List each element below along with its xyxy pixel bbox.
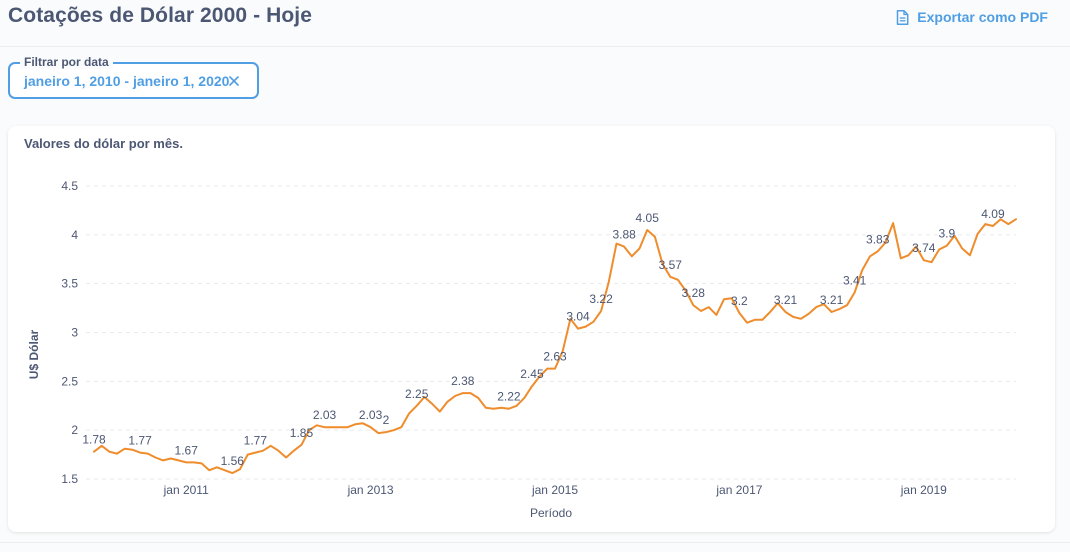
data-label: 3.74 xyxy=(912,241,936,255)
data-label: 3.22 xyxy=(589,292,613,306)
x-tick-label: jan 2019 xyxy=(900,483,947,497)
data-label: 2.38 xyxy=(451,374,475,388)
y-tick-label: 3.5 xyxy=(61,277,78,291)
y-tick-label: 2.5 xyxy=(61,374,78,388)
footer-divider xyxy=(0,542,1070,543)
x-axis-ticks: jan 2011 jan 2013 jan 2015 jan 2017 jan 2019 xyxy=(163,483,948,497)
data-label: 2.63 xyxy=(543,350,567,364)
chart-card: Valores do dólar por mês. 1.5 2 2.5 3 3.5 4 4.… xyxy=(8,126,1055,532)
x-tick-label: jan 2011 xyxy=(163,483,209,497)
y-axis-label: U$ Dólar xyxy=(27,330,41,380)
x-axis-label: Período xyxy=(530,506,572,520)
data-labels: 1.78 1.771.671.561.771.852.03 2.03 22.252.3… xyxy=(82,207,1005,468)
data-label: 1.56 xyxy=(221,454,245,468)
data-label: 2.25 xyxy=(405,387,429,401)
data-label: 1.77 xyxy=(128,434,152,448)
x-tick-label: jan 2013 xyxy=(347,483,394,497)
page-header: Cotações de Dólar 2000 - Hoje Exportar c… xyxy=(0,0,1070,47)
data-label: 3.57 xyxy=(659,258,683,272)
date-filter[interactable]: Filtrar por data janeiro 1, 2010 - janei… xyxy=(8,55,259,99)
data-label: 3.41 xyxy=(843,273,867,287)
document-icon xyxy=(897,9,909,25)
y-tick-label: 2 xyxy=(71,423,78,437)
data-label: 3.2 xyxy=(731,294,748,308)
data-label: 2.03 xyxy=(313,408,337,422)
data-label: 1.78 xyxy=(82,433,106,447)
export-pdf-button[interactable]: Exportar como PDF xyxy=(896,9,1048,25)
x-tick-label: jan 2015 xyxy=(531,483,578,497)
line-chart: 1.5 2 2.5 3 3.5 4 4.5 jan 2011 jan 2013 jan 2015… xyxy=(27,179,1017,520)
chart-card-title: Valores do dólar por mês. xyxy=(24,136,183,151)
data-label: 4.09 xyxy=(981,207,1005,221)
data-label: 3.21 xyxy=(774,293,798,307)
data-label: 3.88 xyxy=(612,228,636,242)
y-tick-label: 1.5 xyxy=(61,472,78,486)
data-label: 4.05 xyxy=(636,211,660,225)
data-label: 2.03 xyxy=(359,408,383,422)
date-filter-label: Filtrar por data xyxy=(20,55,113,69)
data-label: 2 xyxy=(383,413,390,427)
export-pdf-label: Exportar como PDF xyxy=(917,9,1048,25)
x-tick-label: jan 2017 xyxy=(715,483,762,497)
data-label: 3.28 xyxy=(682,286,706,300)
data-label: 1.77 xyxy=(244,434,268,448)
page-title: Cotações de Dólar 2000 - Hoje xyxy=(8,4,313,27)
y-tick-label: 4 xyxy=(71,228,78,242)
data-label: 1.85 xyxy=(290,426,314,440)
series-line xyxy=(93,218,1017,475)
chart-grid xyxy=(86,185,1016,480)
y-tick-label: 3 xyxy=(71,326,78,340)
data-label: 1.67 xyxy=(175,443,199,457)
close-icon[interactable] xyxy=(227,74,241,88)
y-axis-ticks: 1.5 2 2.5 3 3.5 4 4.5 xyxy=(61,179,78,486)
data-label: 3.9 xyxy=(939,227,956,241)
data-label: 2.22 xyxy=(497,390,521,404)
data-label: 2.45 xyxy=(520,367,544,381)
data-label: 3.04 xyxy=(566,310,590,324)
data-label: 3.83 xyxy=(866,232,890,246)
data-label: 3.21 xyxy=(820,293,844,307)
date-filter-value[interactable]: janeiro 1, 2010 - janeiro 1, 2020 xyxy=(24,73,230,89)
y-tick-label: 4.5 xyxy=(61,179,78,193)
